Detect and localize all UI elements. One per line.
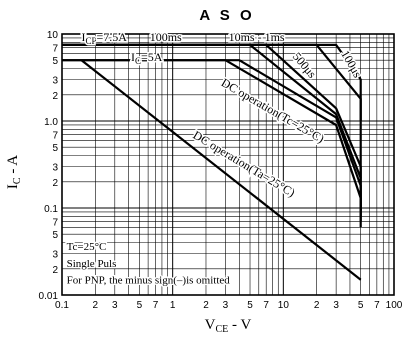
y-tick-label: 0.1 [44, 204, 58, 215]
y-tick-label: 7 [52, 217, 58, 228]
y-tick-label: 7 [52, 130, 58, 141]
y-tick-label: 3 [52, 249, 58, 260]
y-tick-label: 2 [52, 91, 58, 102]
chart-title: A S O [199, 7, 254, 24]
x-tick-label: 7 [263, 300, 269, 311]
y-tick-label: 0.01 [39, 291, 59, 302]
x-tick-label: 2 [93, 300, 99, 311]
condition-note: Single Puls [67, 258, 117, 270]
x-tick-label: 2 [203, 300, 209, 311]
y-tick-label: 10 [47, 30, 59, 41]
curve-annotation: 500μs [290, 50, 320, 82]
x-tick-label: 5 [137, 300, 143, 311]
x-tick-label: 5 [358, 300, 364, 311]
x-tick-label: 7 [153, 300, 159, 311]
y-axis-label: IC - A [5, 155, 23, 189]
condition-note: For PNP, the minus sign(–)is omitted [67, 275, 231, 287]
x-axis-label: VCE - V [205, 317, 252, 335]
x-tick-label: 100 [386, 300, 403, 311]
y-tick-label: 1.0 [44, 117, 58, 128]
y-tick-label: 3 [52, 75, 58, 86]
y-tick-label: 5 [52, 143, 58, 154]
x-tick-label: 2 [314, 300, 320, 311]
x-tick-label: 10 [278, 300, 290, 311]
x-tick-label: 1 [170, 300, 176, 311]
current-label: IC=5A [131, 50, 163, 66]
current-label: ICP=7.5A [81, 30, 127, 46]
soa-curve-6 [80, 59, 362, 281]
curve-annotation: 10ms - 1ms [229, 30, 285, 44]
x-tick-label: 3 [333, 300, 339, 311]
soa-curve-1 [62, 43, 362, 179]
y-tick-label: 7 [52, 43, 58, 54]
soa-curve-5 [62, 59, 362, 228]
y-tick-label: 5 [52, 230, 58, 241]
x-tick-label: 5 [247, 300, 253, 311]
soa-curve-0 [62, 43, 362, 121]
x-tick-label: 3 [112, 300, 118, 311]
series-group [62, 43, 362, 281]
y-tick-label: 2 [52, 265, 58, 276]
x-tick-label: 3 [223, 300, 229, 311]
x-tick-label: 0.1 [55, 300, 69, 311]
x-tick-label: 7 [374, 300, 380, 311]
curve-annotation: 100ms [150, 30, 182, 44]
y-tick-label: 3 [52, 162, 58, 173]
plot-frame [61, 33, 395, 296]
tick-label-group: 0.1 2 3 5 7 1 2 3 5 7 10 2 3 5 7 1001075321.075320.1753… [39, 30, 403, 311]
y-tick-label: 5 [52, 56, 58, 67]
plot-grid [61, 33, 395, 296]
condition-note: Tc=25°C [67, 241, 107, 253]
y-tick-label: 2 [52, 178, 58, 189]
